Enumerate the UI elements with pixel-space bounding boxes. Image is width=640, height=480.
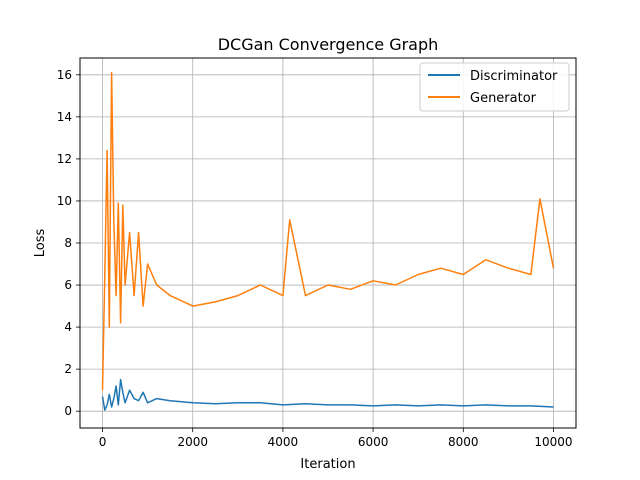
series-line-discriminator: [101, 378, 554, 411]
legend-label-discriminator: Discriminator: [470, 69, 558, 84]
y-axis-label: Loss: [33, 229, 48, 258]
grid: [80, 58, 576, 428]
x-tick-label: 8000: [448, 435, 479, 449]
series-line-generator: [101, 71, 555, 391]
legend-label-generator: Generator: [470, 91, 537, 106]
x-tick-label: 2000: [177, 435, 208, 449]
legend: Discriminator Generator: [419, 62, 570, 112]
y-axis-ticks: 0 2 4 6 8 10 12 14 16: [57, 68, 80, 418]
series-layer: [101, 71, 555, 411]
y-tick-label: 6: [64, 278, 72, 292]
y-tick-label: 2: [64, 362, 72, 376]
y-tick-label: 16: [57, 68, 72, 82]
y-tick-label: 14: [57, 110, 72, 124]
y-tick-label: 0: [64, 404, 72, 418]
y-tick-label: 12: [57, 152, 72, 166]
y-tick-label: 4: [64, 320, 72, 334]
x-axis-label: Iteration: [300, 457, 355, 472]
x-axis-ticks: 0 2000 4000 6000 8000 10000: [99, 428, 573, 449]
x-tick-label: 0: [99, 435, 107, 449]
x-tick-label: 10000: [534, 435, 572, 449]
y-tick-label: 10: [57, 194, 72, 208]
chart-title: DCGan Convergence Graph: [218, 35, 439, 54]
x-tick-label: 4000: [268, 435, 299, 449]
x-tick-label: 6000: [358, 435, 389, 449]
y-tick-label: 8: [64, 236, 72, 250]
